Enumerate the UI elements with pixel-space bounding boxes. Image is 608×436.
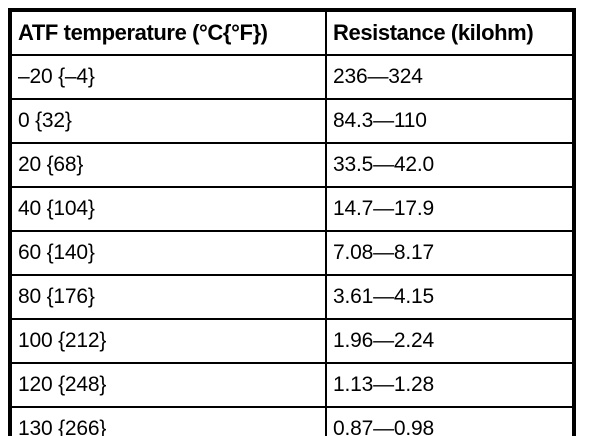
resistance-cell: 3.61—4.15 (325, 274, 575, 320)
temperature-cell: 100 {212} (9, 318, 327, 364)
table-row: 60 {140} 7.08—8.17 (9, 230, 575, 276)
table-row: 20 {68} 33.5—42.0 (9, 142, 575, 188)
resistance-cell: 1.96—2.24 (325, 318, 575, 364)
temperature-cell: –20 {–4} (9, 54, 327, 100)
resistance-cell: 14.7—17.9 (325, 186, 575, 232)
table-row: 40 {104} 14.7—17.9 (9, 186, 575, 232)
resistance-cell: 84.3—110 (325, 98, 575, 144)
resistance-column-header: Resistance (kilohm) (325, 9, 575, 56)
temperature-cell: 130 {266} (9, 406, 327, 436)
resistance-cell: 7.08—8.17 (325, 230, 575, 276)
resistance-cell: 236—324 (325, 54, 575, 100)
temperature-cell: 60 {140} (9, 230, 327, 276)
temperature-cell: 20 {68} (9, 142, 327, 188)
temperature-column-header: ATF temperature (°C{°F}) (9, 9, 327, 56)
table-body: –20 {–4} 236—324 0 {32} 84.3—110 20 {68} 33.5… (9, 54, 575, 436)
table-row: 100 {212} 1.96—2.24 (9, 318, 575, 364)
resistance-cell: 33.5—42.0 (325, 142, 575, 188)
table-row: 120 {248} 1.13—1.28 (9, 362, 575, 408)
table-row: –20 {–4} 236—324 (9, 54, 575, 100)
temperature-cell: 40 {104} (9, 186, 327, 232)
temperature-cell: 0 {32} (9, 98, 327, 144)
resistance-cell: 0.87—0.98 (325, 406, 575, 436)
atf-thermistor-resistance-table: ATF temperature (°C{°F}) Resistance (kil… (8, 8, 576, 436)
resistance-cell: 1.13—1.28 (325, 362, 575, 408)
table-row: 130 {266} 0.87—0.98 (9, 406, 575, 436)
temperature-cell: 120 {248} (9, 362, 327, 408)
header-row: ATF temperature (°C{°F}) Resistance (kil… (9, 9, 575, 56)
temperature-cell: 80 {176} (9, 274, 327, 320)
table-row: 80 {176} 3.61—4.15 (9, 274, 575, 320)
table-row: 0 {32} 84.3—110 (9, 98, 575, 144)
